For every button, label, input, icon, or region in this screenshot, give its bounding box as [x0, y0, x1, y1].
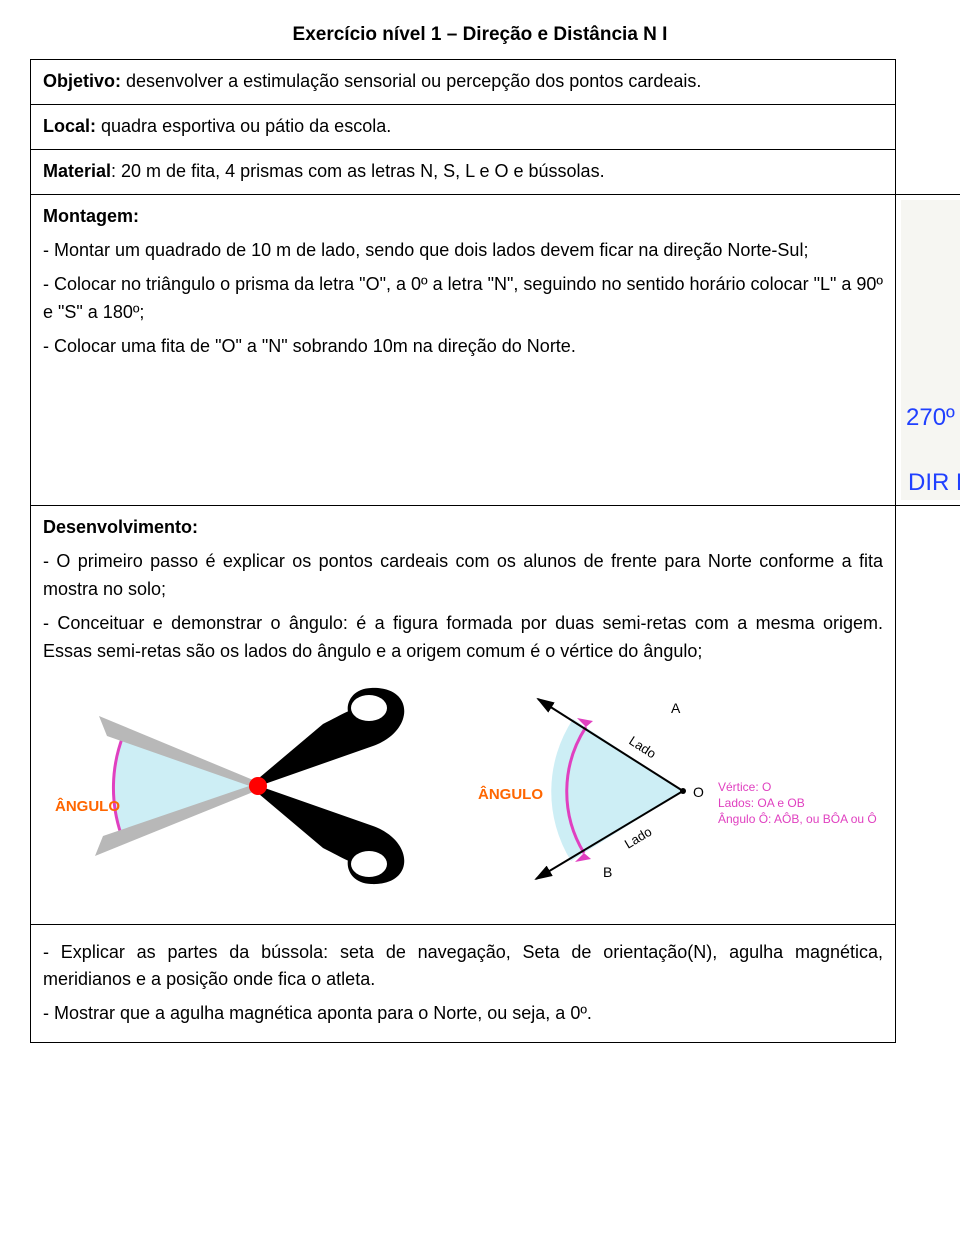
closing-item-0: - Explicar as partes da bússola: seta de… [43, 939, 883, 995]
montagem-item-2: - Colocar uma fita de "O" a "N" sobrando… [43, 333, 883, 361]
svg-text:A: A [671, 700, 681, 716]
svg-text:Lado: Lado [622, 823, 655, 851]
svg-text:Vértice: O: Vértice: O [718, 780, 771, 794]
svg-text:B: B [603, 864, 612, 880]
svg-text:Ângulo Ô: AÔB, ou BÔA ou Ô: Ângulo Ô: AÔB, ou BÔA ou Ô [718, 811, 877, 826]
svg-text:DIR DIS I: DIR DIS I [908, 469, 960, 496]
document-table: Objetivo: desenvolver a estimulação sens… [30, 59, 960, 1043]
montagem-item-0: - Montar um quadrado de 10 m de lado, se… [43, 237, 883, 265]
row-closing: - Explicar as partes da bússola: seta de… [31, 924, 896, 1043]
scissors-angle-diagram: ÂNGULO [43, 686, 423, 886]
figure-row: ÂNGULO [43, 686, 883, 886]
montagem-item-1: - Colocar no triângulo o prisma da letra… [43, 271, 883, 327]
row-desenvolvimento: Desenvolvimento: - O primeiro passo é ex… [31, 506, 896, 924]
desenv-item-0: - O primeiro passo é explicar os pontos … [43, 548, 883, 604]
compass-square-diagram: N [896, 195, 960, 505]
svg-text:ÂNGULO: ÂNGULO [478, 785, 543, 803]
closing-item-1: - Mostrar que a agulha magnética aponta … [43, 1000, 883, 1028]
row-local: Local: quadra esportiva ou pátio da esco… [31, 105, 896, 150]
row-material: Material: 20 m de fita, 4 prismas com as… [31, 150, 896, 195]
label-desenvolvimento: Desenvolvimento: [43, 514, 883, 542]
cell-diagram: N [896, 195, 960, 506]
row-objetivo: Objetivo: desenvolver a estimulação sens… [31, 60, 896, 105]
cell-montagem: Montagem: - Montar um quadrado de 10 m d… [31, 195, 896, 506]
svg-text:Lados: OA e OB: Lados: OA e OB [718, 796, 805, 810]
label-material: Material [43, 161, 111, 181]
text-material: : 20 m de fita, 4 prismas com as letras … [111, 161, 605, 181]
label-local: Local: [43, 116, 96, 136]
label-objetivo: Objetivo: [43, 71, 121, 91]
page-title: Exercício nível 1 – Direção e Distância … [30, 20, 930, 49]
text-objetivo: desenvolver a estimulação sensorial ou p… [121, 71, 701, 91]
svg-text:O: O [693, 784, 704, 800]
svg-text:ÂNGULO: ÂNGULO [55, 797, 120, 815]
desenv-item-1: - Conceituar e demonstrar o ângulo: é a … [43, 610, 883, 666]
text-local: quadra esportiva ou pátio da escola. [96, 116, 391, 136]
angle-geometry-diagram: A B O Lado Lado ÂNGULO Vértice: O Lados:… [423, 691, 883, 881]
label-montagem: Montagem: [43, 203, 883, 231]
svg-text:270º O: 270º O [906, 404, 960, 431]
